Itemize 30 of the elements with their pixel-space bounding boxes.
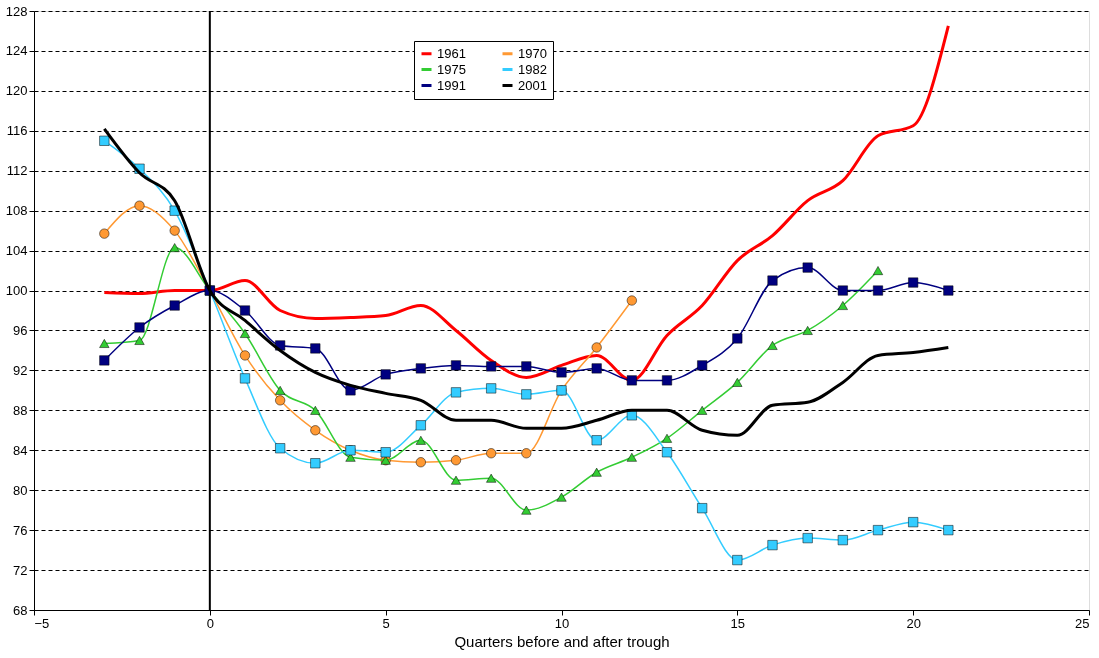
- y-tick-label: 88: [13, 402, 28, 418]
- y-tick-label: 80: [13, 482, 28, 498]
- y-tick-label: 120: [5, 83, 28, 99]
- x-tick-label: 10: [554, 615, 570, 631]
- legend-label: 1982: [518, 61, 547, 77]
- x-tick-label: −5: [34, 615, 50, 631]
- y-tick-label: 96: [13, 322, 28, 338]
- legend-label: 1991: [437, 77, 466, 93]
- x-tick-label: 0: [206, 615, 214, 631]
- x-tick-label: 5: [382, 615, 390, 631]
- y-tick-label: 108: [5, 203, 28, 219]
- x-tick-label: 25: [1075, 615, 1090, 631]
- legend-label: 1970: [518, 45, 547, 61]
- y-tick-label: 112: [6, 163, 28, 179]
- legend-label: 2001: [518, 77, 547, 93]
- y-tick-label: 104: [5, 243, 28, 259]
- x-axis-title: Quarters before and after trough: [454, 632, 670, 650]
- y-tick-label: 68: [13, 602, 28, 618]
- y-tick-label: 116: [6, 123, 28, 139]
- y-tick-label: 124: [5, 43, 28, 59]
- y-tick-label: 72: [13, 562, 28, 578]
- x-tick-label: 20: [906, 615, 921, 631]
- legend-label: 1975: [437, 61, 466, 77]
- y-tick-label: 100: [5, 283, 28, 299]
- y-tick-label: 84: [13, 442, 28, 458]
- legend-label: 1961: [437, 45, 466, 61]
- y-tick-label: 76: [13, 522, 28, 538]
- x-tick-label: 15: [730, 615, 746, 631]
- y-tick-label: 92: [13, 362, 28, 378]
- y-tick-label: 128: [5, 3, 28, 19]
